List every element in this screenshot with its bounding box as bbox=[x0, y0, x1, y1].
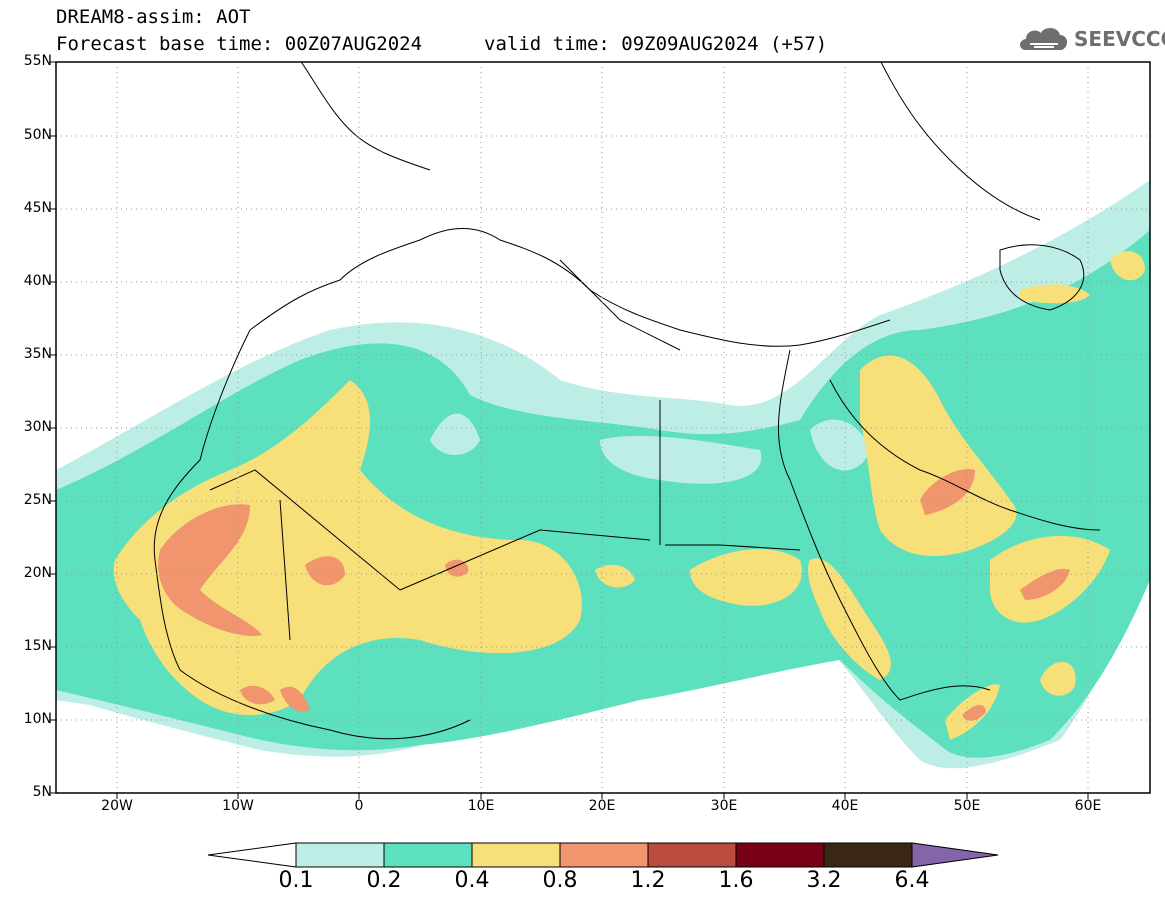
aot-field bbox=[56, 62, 1150, 769]
colorbar-label-0.4: 0.4 bbox=[454, 868, 490, 893]
aot-band-0.8-d bbox=[240, 685, 275, 705]
lat-label-25n: 25N bbox=[23, 492, 52, 508]
lon-label-50e: 50E bbox=[953, 798, 981, 814]
lat-label-50n: 50N bbox=[23, 127, 52, 143]
colorbar-label-0.2: 0.2 bbox=[366, 868, 402, 893]
lat-label-35n: 35N bbox=[23, 346, 52, 362]
colorbar-label-1.2: 1.2 bbox=[630, 868, 666, 893]
colorbar-label-0.1: 0.1 bbox=[278, 868, 314, 893]
aot-band-0.8-h bbox=[962, 704, 986, 721]
lon-label-0: 0 bbox=[354, 798, 364, 814]
lon-label-10e: 10E bbox=[467, 798, 495, 814]
colorbar-label-6.4: 6.4 bbox=[894, 868, 930, 893]
lat-label-40n: 40N bbox=[23, 273, 52, 289]
aot-band-0.8-g bbox=[1020, 568, 1070, 600]
axis-ticks bbox=[50, 61, 1089, 799]
aot-hole-2 bbox=[600, 435, 762, 484]
lon-label-60e: 60E bbox=[1074, 798, 1102, 814]
lat-label-30n: 30N bbox=[23, 419, 52, 435]
lat-label-55n: 55N bbox=[23, 53, 52, 69]
aot-band-0.4-chad bbox=[595, 564, 635, 588]
cloud-logo-icon bbox=[1020, 27, 1068, 50]
logo-text: SEEVCCC bbox=[1074, 27, 1165, 51]
aot-band-0.4-sea bbox=[1040, 661, 1076, 696]
aot-band-0.4-caspian bbox=[1020, 284, 1090, 304]
lon-label-20e: 20E bbox=[588, 798, 616, 814]
aot-band-0.8-f bbox=[920, 469, 975, 515]
aot-band-0.8-e bbox=[280, 686, 310, 712]
aot-hole-1 bbox=[430, 413, 480, 455]
chart-title: DREAM8-assim: AOT bbox=[56, 6, 251, 28]
colorbar-label-0.8: 0.8 bbox=[542, 868, 578, 893]
lat-label-15n: 15N bbox=[23, 638, 52, 654]
aot-band-0.8-a bbox=[158, 504, 262, 636]
forecast-base-time: Forecast base time: 00Z07AUG2024 bbox=[56, 33, 423, 55]
aot-band-0.4-arabia bbox=[860, 355, 1017, 556]
aot-band-0.8-c bbox=[445, 559, 469, 577]
aot-band-0.4-iran bbox=[1110, 251, 1145, 281]
lat-label-5n: 5N bbox=[32, 784, 52, 800]
colorbar-label-1.6: 1.6 bbox=[718, 868, 754, 893]
valid-time: valid time: 09Z09AUG2024 (+57) bbox=[484, 33, 828, 55]
colorbar-label-3.2: 3.2 bbox=[806, 868, 842, 893]
aot-band-0.8-b bbox=[305, 556, 345, 586]
graticule bbox=[56, 62, 1150, 793]
lon-label-10w: 10W bbox=[222, 798, 254, 814]
coastlines bbox=[153, 62, 1101, 740]
seevccc-logo: SEEVCCC bbox=[1016, 22, 1165, 56]
lat-label-20n: 20N bbox=[23, 565, 52, 581]
lat-label-45n: 45N bbox=[23, 200, 52, 216]
lon-label-20w: 20W bbox=[101, 798, 133, 814]
lon-label-30e: 30E bbox=[710, 798, 738, 814]
lon-label-40e: 40E bbox=[831, 798, 859, 814]
lat-label-10n: 10N bbox=[23, 711, 52, 727]
aot-band-0.4-east bbox=[690, 549, 802, 606]
aot-hole-3 bbox=[810, 419, 870, 471]
